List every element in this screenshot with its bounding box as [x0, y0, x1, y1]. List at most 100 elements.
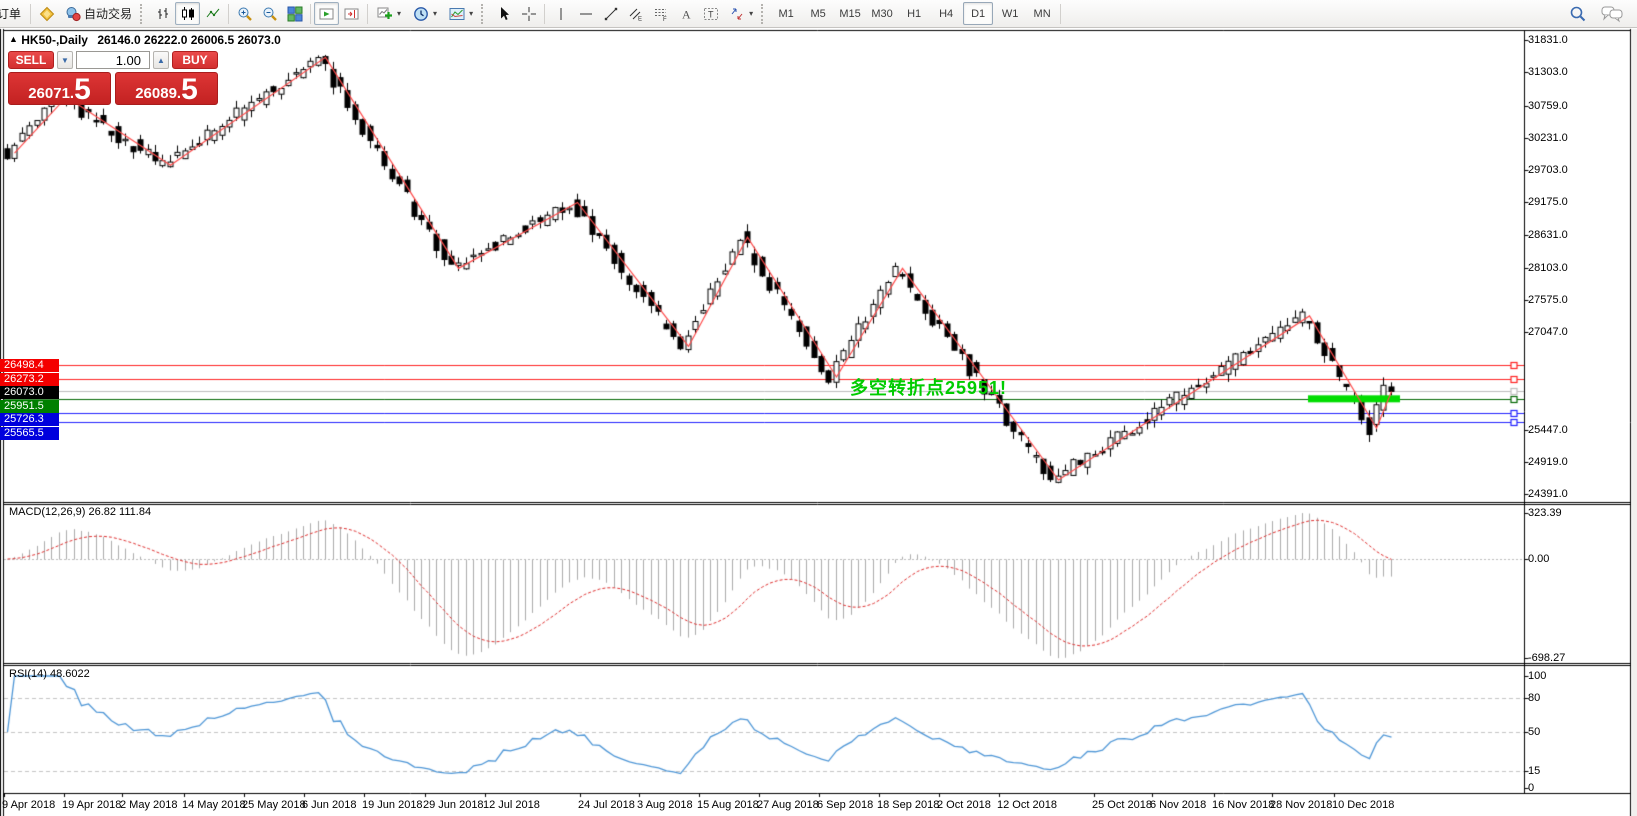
- panel-collapse-arrow[interactable]: ▲: [9, 34, 18, 44]
- vertical-line-button[interactable]: [548, 2, 573, 25]
- arrows-button[interactable]: ▾: [723, 2, 759, 25]
- toolbar-separator: [228, 3, 230, 24]
- toolbar-separator: [30, 3, 32, 24]
- cursor-icon: [496, 6, 512, 22]
- buy-button[interactable]: BUY: [172, 51, 218, 69]
- timeframe-m15-button[interactable]: M15: [839, 7, 861, 20]
- toolbar-separator: [367, 3, 369, 24]
- toolbar-grip[interactable]: [481, 3, 487, 24]
- cursor-button[interactable]: [491, 2, 516, 25]
- line-chart-icon: [205, 6, 221, 22]
- channel-button[interactable]: E: [623, 2, 648, 25]
- buy-button-label: BUY: [182, 53, 208, 67]
- text-icon: A: [678, 6, 694, 22]
- toolbar-separator: [1060, 3, 1062, 24]
- horizontal-line-icon: [578, 6, 594, 22]
- equidistant-channel-icon: E: [628, 6, 644, 22]
- timeframe-h1-button[interactable]: H1: [907, 7, 922, 20]
- tile-windows-button[interactable]: [282, 2, 307, 25]
- text-button[interactable]: A: [673, 2, 698, 25]
- chevron-down-icon: ▾: [397, 9, 402, 18]
- chart-line-button[interactable]: [200, 2, 225, 25]
- chart-symbol-period: HK50-,Daily: [21, 33, 88, 47]
- svg-text:A: A: [682, 7, 691, 21]
- periods-button[interactable]: ▾: [407, 2, 443, 25]
- svg-text:F: F: [663, 17, 667, 22]
- timeframe-m30-button[interactable]: M30: [871, 7, 893, 20]
- arrows-icon: [729, 6, 745, 22]
- zoom-out-button[interactable]: [257, 2, 282, 25]
- add-indicator-icon: [377, 6, 393, 22]
- timeframe-m1-button[interactable]: M1: [778, 7, 794, 20]
- buy-price-frac: 5: [181, 73, 198, 106]
- sell-button[interactable]: SELL: [8, 51, 54, 69]
- toolbar-grip[interactable]: [140, 3, 146, 24]
- chart-ohlc-values: 26146.0 26222.0 26006.5 26073.0: [97, 33, 281, 47]
- metaeditor-button[interactable]: [34, 2, 59, 25]
- zoom-out-icon: [262, 6, 278, 22]
- chevron-down-icon: ▾: [433, 9, 438, 18]
- chevron-down-icon: ▾: [749, 9, 754, 18]
- horizontal-line-button[interactable]: [573, 2, 598, 25]
- buy-price-box[interactable]: 26089. 5: [115, 72, 218, 105]
- zoom-in-icon: [237, 6, 253, 22]
- zoom-in-button[interactable]: [232, 2, 257, 25]
- indicators-button[interactable]: ▾: [371, 2, 407, 25]
- svg-text:E: E: [638, 16, 642, 22]
- fibonacci-icon: F: [653, 6, 669, 22]
- chevron-down-icon: ▾: [469, 9, 474, 18]
- candlestick-icon: [180, 6, 196, 22]
- auto-scroll-button[interactable]: [314, 2, 340, 25]
- timeframe-w1-button[interactable]: W1: [1001, 7, 1019, 20]
- sell-price-box[interactable]: 26071. 5: [8, 72, 111, 105]
- sell-button-label: SELL: [15, 53, 47, 67]
- chat-button[interactable]: [1601, 5, 1623, 23]
- main-toolbar: 订单 自动交易: [0, 0, 1637, 28]
- fibonacci-button[interactable]: F: [648, 2, 673, 25]
- crosshair-icon: [521, 6, 537, 22]
- sell-price-int: 26071.: [28, 85, 75, 102]
- yellow-diamond-icon: [39, 6, 55, 22]
- search-button[interactable]: [1569, 5, 1587, 23]
- toolbar-separator: [310, 3, 312, 24]
- new-order-label: 订单: [0, 7, 22, 21]
- crosshair-button[interactable]: [516, 2, 541, 25]
- timeframe-mn-button[interactable]: MN: [1033, 7, 1051, 20]
- buy-price-int: 26089.: [135, 85, 182, 102]
- timeframe-d1-button[interactable]: D1: [963, 2, 994, 25]
- new-order-button[interactable]: 订单: [0, 2, 27, 25]
- autotrading-icon: [65, 6, 81, 22]
- timeframe-h4-button[interactable]: H4: [939, 7, 954, 20]
- vertical-line-icon: [553, 6, 569, 22]
- chart-shift-button[interactable]: [339, 2, 364, 25]
- volume-decrease-button[interactable]: ▼: [57, 51, 73, 69]
- chart-bars-button[interactable]: [150, 2, 175, 25]
- volume-value: 1.00: [115, 52, 141, 68]
- trendline-button[interactable]: [598, 2, 623, 25]
- clock-icon: [413, 6, 429, 22]
- timeframe-bar: M1 M5 M15 M30 H1 H4 D1 W1 MN: [771, 2, 1057, 25]
- bar-chart-icon: [155, 6, 171, 22]
- volume-input[interactable]: 1.00: [76, 51, 150, 69]
- trendline-icon: [603, 6, 619, 22]
- autotrading-label: 自动交易: [84, 7, 133, 21]
- auto-scroll-icon: [319, 6, 335, 22]
- text-label-icon: T: [703, 6, 719, 22]
- chart-shift-icon: [344, 6, 360, 22]
- svg-text:T: T: [708, 9, 714, 19]
- template-icon: [449, 6, 465, 22]
- tile-windows-icon: [287, 6, 303, 22]
- toolbar-right-group: [1569, 5, 1637, 23]
- volume-increase-button[interactable]: ▲: [153, 51, 169, 69]
- chart-title: ▲ HK50-,Daily 26146.0 26222.0 26006.5 26…: [9, 33, 281, 47]
- toolbar-separator: [544, 3, 546, 24]
- templates-button[interactable]: ▾: [443, 2, 479, 25]
- autotrading-toggle[interactable]: 自动交易: [59, 2, 138, 25]
- timeframe-m5-button[interactable]: M5: [810, 7, 826, 20]
- chart-candles-button[interactable]: [175, 2, 201, 25]
- label-button[interactable]: T: [698, 2, 723, 25]
- sell-price-frac: 5: [74, 73, 91, 106]
- toolbar-grip[interactable]: [761, 3, 767, 24]
